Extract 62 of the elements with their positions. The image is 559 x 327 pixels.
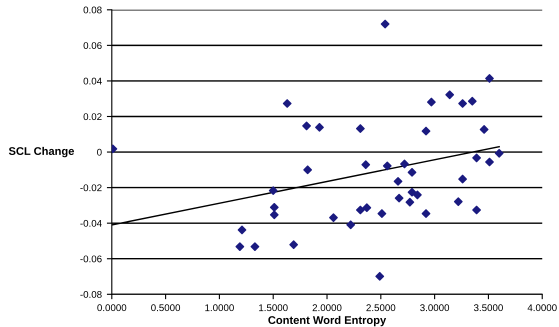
- point: [458, 174, 467, 184]
- point: [375, 272, 384, 281]
- point: [270, 210, 279, 220]
- point: [468, 96, 477, 106]
- point: [406, 198, 414, 207]
- point: [346, 220, 356, 230]
- point: [394, 177, 402, 186]
- y-tick-label: -0.04: [80, 220, 102, 227]
- point: [356, 124, 365, 133]
- point: [394, 194, 404, 202]
- y-tick-label: -0.02: [80, 184, 102, 192]
- point: [362, 203, 372, 212]
- point: [382, 162, 392, 170]
- point: [445, 90, 454, 100]
- x-tick-label: 0.5000: [151, 304, 180, 312]
- point: [329, 213, 338, 222]
- point: [485, 158, 494, 166]
- point: [454, 197, 463, 206]
- point: [472, 154, 481, 162]
- point: [472, 206, 481, 214]
- point: [413, 190, 422, 200]
- x-tick-label: 0.0000: [97, 304, 126, 312]
- y-tick-label: -0.08: [80, 291, 102, 298]
- point: [494, 148, 504, 158]
- point: [235, 242, 244, 252]
- x-tick-label: 3.0000: [420, 304, 450, 312]
- point: [458, 99, 467, 108]
- x-tick-label: 3.5000: [474, 304, 503, 312]
- y-tick-label: 0.02: [84, 113, 102, 120]
- y-tick-label: 0: [97, 148, 102, 156]
- y-axis-title: SCL Change: [8, 146, 74, 158]
- point: [282, 99, 292, 108]
- point: [270, 202, 279, 212]
- point: [268, 186, 278, 196]
- x-tick-label: 4.0000: [528, 304, 557, 312]
- point: [380, 20, 390, 28]
- point: [485, 74, 494, 83]
- point: [422, 126, 430, 136]
- point: [302, 122, 311, 130]
- point: [427, 98, 436, 106]
- point: [250, 242, 260, 252]
- point: [378, 209, 386, 218]
- y-tick-label: 0.08: [84, 6, 102, 14]
- x-tick-label: 1.0000: [205, 304, 234, 312]
- point: [238, 226, 246, 234]
- point: [408, 168, 416, 177]
- y-tick-label: 0.06: [84, 42, 102, 49]
- x-tick-label: 2.0000: [312, 304, 342, 312]
- point: [289, 240, 298, 250]
- point: [361, 160, 370, 170]
- point: [356, 206, 365, 214]
- y-tick-label: 0.04: [84, 78, 102, 85]
- point: [408, 188, 416, 197]
- x-axis-title: Content Word Entropy: [268, 316, 386, 326]
- point: [315, 122, 324, 132]
- y-tick-label: -0.06: [80, 255, 102, 262]
- point: [480, 125, 488, 134]
- x-tick-label: 1.5000: [259, 304, 288, 312]
- point: [422, 209, 430, 218]
- point: [400, 160, 409, 168]
- point: [303, 165, 312, 174]
- x-tick-label: 2.5000: [366, 304, 396, 312]
